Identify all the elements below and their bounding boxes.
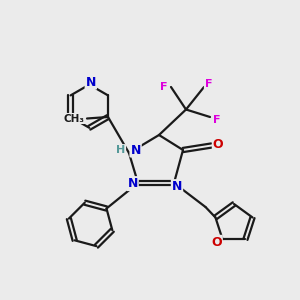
Text: O: O xyxy=(213,137,224,151)
Text: N: N xyxy=(128,177,138,190)
Text: F: F xyxy=(160,82,167,92)
Text: H: H xyxy=(116,145,125,155)
Text: O: O xyxy=(211,236,222,249)
Text: N: N xyxy=(85,76,96,89)
Text: CH₃: CH₃ xyxy=(64,113,85,124)
Text: N: N xyxy=(172,180,182,193)
Text: F: F xyxy=(205,79,212,89)
Text: N: N xyxy=(130,143,141,157)
Text: F: F xyxy=(213,115,220,125)
